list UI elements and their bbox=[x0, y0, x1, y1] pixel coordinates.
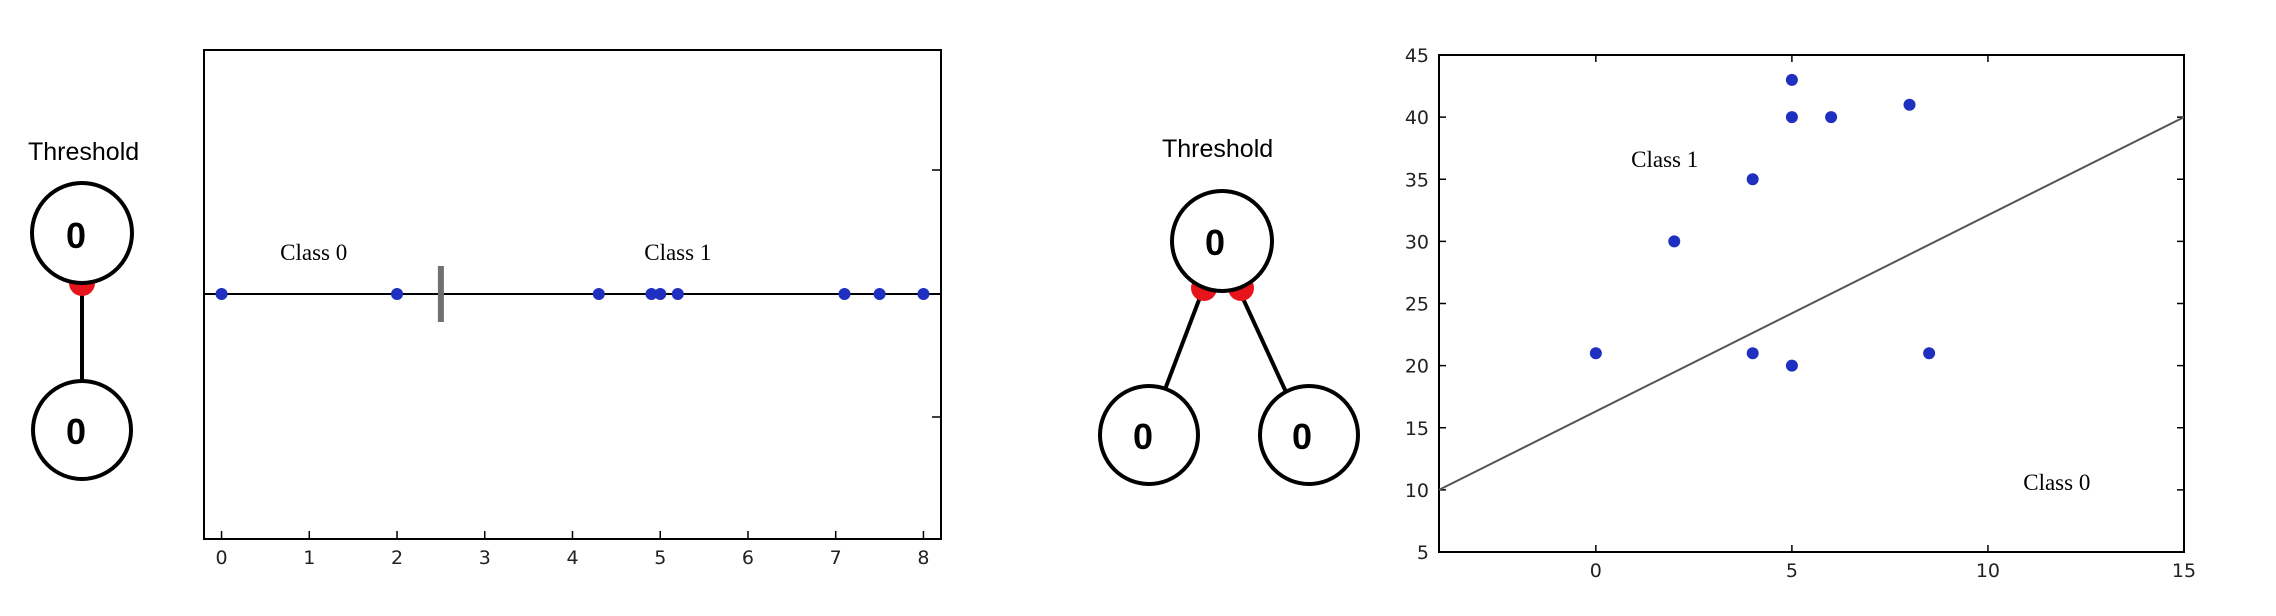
chart2-y-tick-label: 25 bbox=[1405, 294, 1429, 316]
chart1-x-ticks: 0 1 2 3 4 5 6 7 8 bbox=[216, 531, 929, 569]
left-threshold-label: Threshold bbox=[28, 138, 139, 166]
chart1-data-point bbox=[838, 288, 851, 300]
chart1-x-tick-label: 3 bbox=[479, 547, 491, 569]
right-input-node-2 bbox=[1258, 384, 1360, 486]
chart1-x-tick-label: 8 bbox=[917, 547, 929, 569]
chart1-x-tick-label: 4 bbox=[566, 547, 578, 569]
chart1-class1-label: Class 1 bbox=[644, 240, 711, 265]
chart1-data-point bbox=[671, 288, 684, 300]
chart2-data-point bbox=[1785, 359, 1798, 372]
left-threshold-node bbox=[30, 181, 134, 285]
chart2-data-point bbox=[1589, 347, 1602, 360]
chart1-data-point bbox=[592, 288, 605, 300]
chart2-class1-label: Class 1 bbox=[1631, 147, 1698, 172]
chart2-decision-boundary-line bbox=[1438, 116, 2185, 491]
chart2-y-tick-label: 5 bbox=[1417, 542, 1429, 564]
chart2-y-tick-label: 45 bbox=[1405, 45, 1429, 67]
chart1-data-point bbox=[873, 288, 886, 300]
chart2-y-tick-label: 10 bbox=[1405, 480, 1429, 502]
chart2-data-point bbox=[1825, 111, 1838, 124]
chart1-data-point bbox=[917, 288, 930, 300]
right-input-node-1-value: 0 bbox=[1133, 416, 1153, 457]
chart2-y-tick-label: 20 bbox=[1405, 356, 1429, 378]
chart2-data-point bbox=[1903, 98, 1916, 111]
chart2-y-tick-label: 15 bbox=[1405, 418, 1429, 440]
chart2-x-tick-label: 0 bbox=[1590, 560, 1602, 582]
chart2-points bbox=[1589, 73, 1936, 372]
chart2-class0-label: Class 0 bbox=[2023, 470, 2090, 495]
chart2-y-tick-label: 40 bbox=[1405, 107, 1429, 129]
right-threshold-label: Threshold bbox=[1162, 135, 1273, 163]
chart2-x-tick-label: 15 bbox=[2172, 560, 2196, 582]
chart1-x-tick-label: 6 bbox=[742, 547, 754, 569]
chart1-threshold-marker bbox=[437, 266, 444, 322]
chart2-y-ticks: 5 10 15 20 25 30 35 40 45 bbox=[1405, 45, 2184, 564]
chart2-x-tick-label: 10 bbox=[1976, 560, 2000, 582]
chart2-data-point bbox=[1668, 235, 1681, 248]
chart1-data-point bbox=[654, 288, 667, 300]
right-neuron-diagram: Threshold 0 0 0 bbox=[1098, 135, 1360, 486]
chart2-data-point bbox=[1746, 173, 1759, 186]
chart2-data-point bbox=[1923, 347, 1936, 360]
chart1-x-tick-label: 5 bbox=[654, 547, 666, 569]
chart1-data-point bbox=[391, 288, 404, 300]
two-dimensional-boundary-chart: 5 10 15 20 25 30 35 40 45 0 5 10 15 Class 1 Class 0 bbox=[1405, 45, 2196, 582]
chart2-data-point bbox=[1785, 73, 1798, 86]
chart1-x-tick-label: 0 bbox=[216, 547, 228, 569]
chart1-points bbox=[215, 288, 930, 300]
right-input-node-1 bbox=[1098, 384, 1200, 486]
one-dimensional-threshold-chart: 0 1 2 3 4 5 6 7 8 Class 0 Class 1 bbox=[203, 49, 942, 569]
left-threshold-node-value: 0 bbox=[66, 215, 86, 256]
chart2-data-point bbox=[1746, 347, 1759, 360]
chart2-y-tick-label: 30 bbox=[1405, 231, 1429, 253]
chart1-class0-label: Class 0 bbox=[280, 240, 347, 265]
chart2-x-tick-label: 5 bbox=[1786, 560, 1798, 582]
chart2-x-ticks: 0 5 10 15 bbox=[1590, 55, 2196, 582]
chart2-data-point bbox=[1785, 111, 1798, 124]
left-neuron-diagram: Threshold 0 0 bbox=[28, 138, 139, 481]
right-right-connection-edge bbox=[1238, 291, 1288, 393]
chart1-data-point bbox=[215, 288, 228, 300]
right-left-connection-edge bbox=[1162, 291, 1204, 393]
chart1-data-point bbox=[645, 288, 658, 300]
right-input-node-2-value: 0 bbox=[1292, 416, 1312, 457]
left-input-node-value: 0 bbox=[66, 411, 86, 452]
chart2-y-tick-label: 35 bbox=[1405, 169, 1429, 191]
chart1-x-tick-label: 7 bbox=[830, 547, 842, 569]
left-input-node bbox=[31, 379, 133, 481]
right-threshold-node bbox=[1170, 189, 1274, 293]
chart1-x-tick-label: 1 bbox=[303, 547, 315, 569]
chart1-x-tick-label: 2 bbox=[391, 547, 403, 569]
right-threshold-node-value: 0 bbox=[1205, 222, 1225, 263]
